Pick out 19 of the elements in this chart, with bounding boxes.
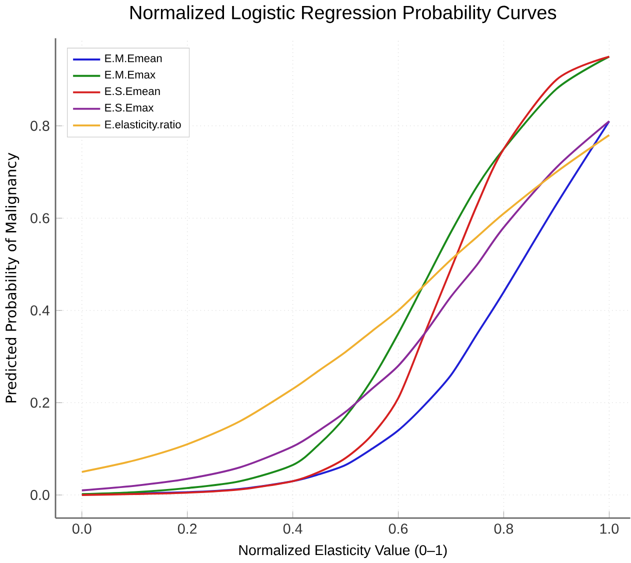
x-tick-label: 1.0: [600, 524, 619, 534]
legend-label: E.M.Emean: [105, 54, 162, 62]
y-tick-label: 0.4: [30, 305, 50, 316]
legend-label: E.S.Emax: [105, 104, 154, 112]
x-tick-label: 0.2: [178, 524, 197, 534]
legend-label: E.elasticity.ratio: [105, 120, 181, 130]
chart-title: Normalized Logistic Regression Probability Curves: [130, 5, 556, 23]
x-tick-label: 0.0: [72, 524, 92, 534]
x-axis-title: Normalized Elasticity Value (0–1): [239, 544, 447, 558]
y-tick-label: 0.6: [30, 212, 50, 224]
y-axis-title: Predicted Probability of Malignancy: [5, 152, 20, 402]
y-tick-label: 0.8: [30, 120, 50, 131]
legend-label: E.S.Emean: [105, 87, 160, 95]
y-tick-label: 0.2: [30, 397, 50, 408]
x-tick-label: 0.4: [283, 524, 302, 534]
x-tick-label: 0.6: [388, 524, 408, 534]
x-tick-label: 0.8: [494, 524, 514, 534]
y-tick-label: 0.0: [30, 490, 50, 500]
legend-label: E.M.Emax: [105, 70, 156, 78]
